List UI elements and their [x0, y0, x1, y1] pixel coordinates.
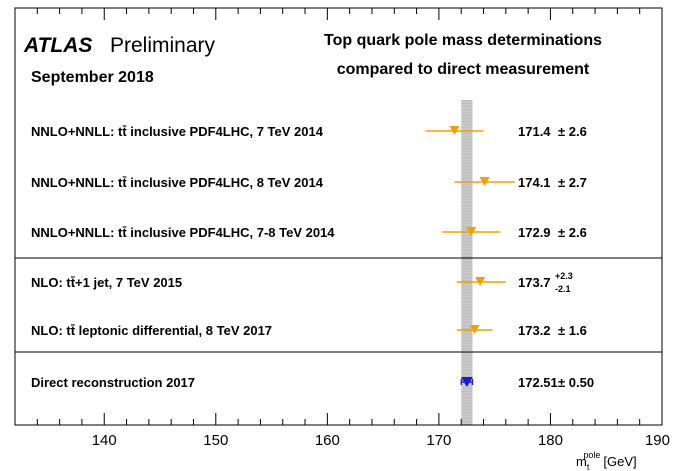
measurement-value: 171.4 [518, 124, 551, 139]
measurement-row: Direct reconstruction 2017 172.51 ± 0.50 [31, 375, 594, 390]
data-point-marker [469, 325, 480, 334]
measurement-label: NLO: tt̄+1 jet, 7 TeV 2015 [31, 275, 182, 290]
experiment-label: ATLAS [23, 34, 92, 57]
data-point-marker [479, 177, 490, 186]
measurement-label: NNLO+NNLL: tt̄ inclusive PDF4LHC, 8 TeV … [31, 175, 324, 190]
measurement-row: NNLO+NNLL: tt̄ inclusive PDF4LHC, 7-8 Te… [31, 225, 587, 240]
measurement-value: 172.51 [518, 375, 558, 390]
measurements-layer: NNLO+NNLL: tt̄ inclusive PDF4LHC, 7 TeV … [31, 124, 594, 390]
data-point-marker [449, 126, 460, 135]
x-tick-label: 160 [315, 432, 340, 449]
status-label: Preliminary [110, 34, 216, 57]
x-tick-label: 190 [645, 432, 670, 449]
data-point-marker [460, 377, 473, 387]
measurement-uncertainty-down: -2.1 [555, 284, 571, 294]
x-axis-label-subscript: t [587, 462, 590, 471]
x-axis-label-unit: [GeV] [603, 454, 636, 469]
measurement-value: 174.1 [518, 175, 551, 190]
measurement-row: NNLO+NNLL: tt̄ inclusive PDF4LHC, 8 TeV … [31, 175, 587, 190]
x-tick-label: 170 [426, 432, 451, 449]
plot-title-line2: compared to direct measurement [337, 61, 590, 78]
x-tick-label: 150 [203, 432, 228, 449]
measurement-label: Direct reconstruction 2017 [31, 375, 195, 390]
x-tick-label: 140 [92, 432, 117, 449]
x-tick-label: 180 [538, 432, 563, 449]
group-separators [15, 257, 662, 353]
measurement-uncertainty: ± 2.6 [558, 225, 587, 240]
measurement-uncertainty: ± 2.6 [558, 124, 587, 139]
data-point-marker [466, 227, 477, 236]
measurement-label: NNLO+NNLL: tt̄ inclusive PDF4LHC, 7-8 Te… [31, 225, 335, 240]
measurement-row: NLO: tt̄ leptonic differential, 8 TeV 20… [31, 323, 587, 338]
plot-frame [14, 7, 663, 426]
measurement-uncertainty: ± 2.7 [558, 175, 587, 190]
measurement-uncertainty: ± 1.6 [558, 323, 587, 338]
data-point-marker [475, 277, 486, 286]
x-axis-label-symbol: m [576, 454, 587, 469]
date-label: September 2018 [31, 69, 154, 86]
measurement-value: 173.2 [518, 323, 551, 338]
measurement-label: NNLO+NNLL: tt̄ inclusive PDF4LHC, 7 TeV … [31, 124, 324, 139]
x-axis: 140 150 160 170 180 190 [14, 8, 670, 449]
x-axis-label: mt pole [GeV] [576, 450, 637, 471]
plot-title-line1: Top quark pole mass determinations [324, 32, 602, 49]
measurement-row: NLO: tt̄+1 jet, 7 TeV 2015 173.7 +2.3 -2.1 [31, 271, 573, 294]
measurement-uncertainty: ± 0.50 [558, 375, 594, 390]
measurement-row: NNLO+NNLL: tt̄ inclusive PDF4LHC, 7 TeV … [31, 124, 587, 139]
measurement-value: 172.9 [518, 225, 551, 240]
direct-measurement-band [461, 100, 473, 425]
measurement-uncertainty-up: +2.3 [555, 271, 573, 281]
x-axis-label-superscript: pole [583, 450, 600, 460]
measurement-value: 173.7 [518, 275, 551, 290]
measurement-label: NLO: tt̄ leptonic differential, 8 TeV 20… [31, 323, 272, 338]
